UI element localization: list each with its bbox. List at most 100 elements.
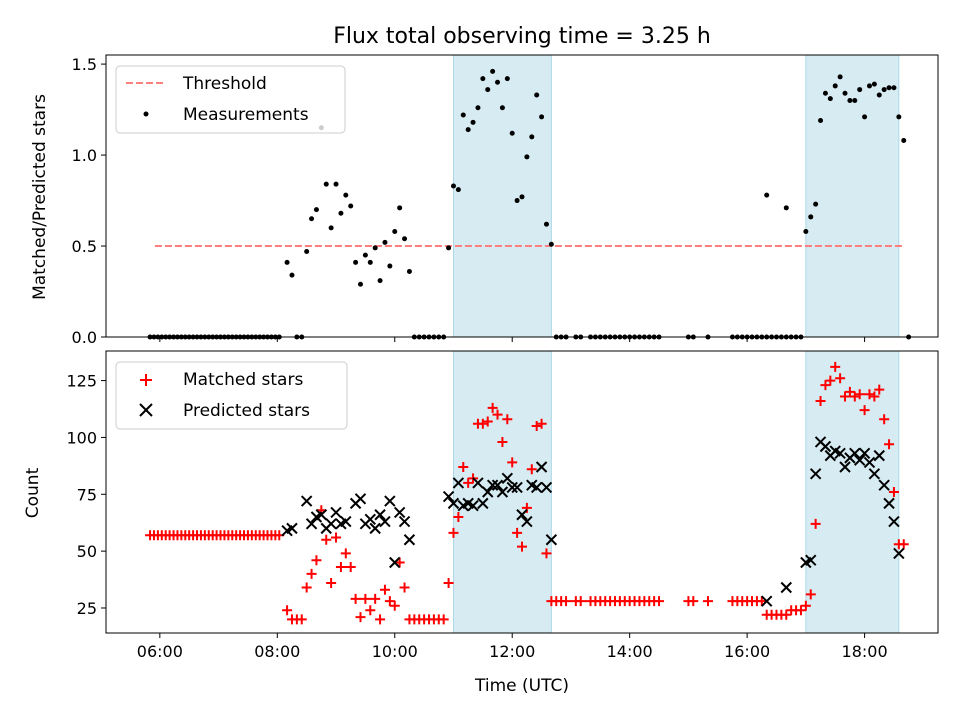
ratio-legend-box	[115, 65, 346, 134]
measurement-point	[543, 221, 549, 227]
predicted-star-point	[330, 506, 342, 519]
predicted-star-point	[873, 449, 885, 462]
measurement-point	[857, 87, 863, 93]
measurement-point	[377, 278, 383, 284]
predicted-star-point	[849, 447, 861, 460]
matched-star-point	[311, 555, 322, 566]
measurement-point	[446, 245, 452, 251]
measurement-point	[509, 130, 515, 136]
matched-legend-swatch	[140, 374, 152, 386]
measurement-point	[284, 259, 290, 265]
measurement-point	[460, 112, 466, 118]
count-observing-window-2	[805, 350, 900, 634]
x-tick-label: 14:00	[607, 642, 653, 661]
x-tick-label: 10:00	[372, 642, 418, 661]
matched-star-point	[502, 414, 513, 425]
matched-star-point	[844, 386, 855, 397]
predicted-star-point	[809, 468, 822, 480]
measurement-point	[539, 114, 545, 120]
count-y-tick-label: 125	[66, 372, 97, 391]
predicted-star-point	[325, 518, 337, 530]
measurement-point	[764, 192, 770, 198]
matched-star-point	[453, 512, 464, 523]
measurement-point	[896, 114, 902, 120]
ratio-y-tick-label: 1.0	[72, 146, 97, 165]
measurement-point	[406, 269, 412, 275]
matched-star-point	[384, 596, 395, 607]
measurement-point	[382, 239, 388, 245]
predicted-legend-swatch	[139, 403, 153, 417]
measurement-point	[514, 198, 520, 204]
predicted-star-point	[868, 468, 881, 480]
matched-star-point	[301, 582, 312, 593]
predicted-star-point	[863, 456, 876, 469]
matched-legend-label: Matched stars	[183, 370, 303, 390]
predicted-star-point	[883, 497, 895, 510]
predicted-star-point	[858, 447, 871, 460]
ratio-y-tick-label: 1.5	[72, 55, 97, 74]
measurement-point	[818, 117, 824, 123]
chart-title: Flux total observing time = 3.25 h	[333, 24, 711, 49]
matched-star-point	[830, 361, 841, 372]
measurement-point	[529, 134, 535, 140]
measurement-point	[289, 272, 295, 278]
predicted-star-point	[379, 515, 391, 528]
matched-star-point	[884, 439, 895, 450]
matched-star-point	[654, 596, 665, 607]
matched-star-point	[781, 609, 792, 620]
predicted-star-point	[516, 509, 528, 521]
matched-star-point	[448, 527, 459, 538]
count-plot-frame	[105, 350, 939, 634]
measurement-point	[475, 105, 481, 111]
matched-star-point	[355, 612, 366, 623]
measurement-point	[387, 263, 393, 269]
predicted-star-point	[472, 477, 484, 489]
predicted-star-point	[530, 481, 543, 494]
count-legend: Matched stars Predicted stars	[115, 361, 348, 430]
predicted-star-point	[834, 447, 846, 460]
matched-star-point	[482, 416, 493, 427]
predicted-star-point	[878, 479, 890, 491]
measurement-point	[866, 83, 872, 89]
threshold-legend-label: Threshold	[182, 74, 267, 94]
matched-star-point	[321, 534, 332, 545]
matched-star-point	[526, 464, 537, 475]
measurement-point	[367, 259, 373, 265]
measurement-point	[490, 68, 496, 74]
matched-star-point	[365, 605, 376, 616]
matched-star-point	[345, 562, 356, 573]
measurement-point	[548, 241, 554, 247]
ratio-observing-window-1	[452, 54, 552, 338]
ratio-y-tick-label: 0.0	[72, 328, 97, 347]
matched-star-point	[282, 605, 293, 616]
matched-star-point	[350, 593, 361, 604]
x-tick-label: 16:00	[724, 642, 770, 661]
matched-star-point	[389, 600, 400, 611]
matched-star-point	[879, 414, 890, 425]
matched-star-point	[443, 577, 454, 588]
predicted-legend-label: Predicted stars	[183, 401, 310, 421]
predicted-star-point	[286, 522, 298, 535]
matched-star-point	[370, 593, 381, 604]
measurement-point	[891, 85, 897, 91]
measurement-point	[465, 127, 471, 133]
matched-star-point	[477, 418, 488, 429]
measurement-point	[499, 105, 505, 111]
measurement-point	[353, 259, 359, 265]
predicted-star-point	[893, 547, 905, 560]
measurement-point	[495, 79, 501, 85]
matched-star-point	[805, 589, 816, 600]
predicted-star-point	[540, 481, 553, 494]
predicted-star-point	[521, 515, 533, 528]
matched-star-point	[335, 562, 346, 573]
predicted-star-point	[496, 486, 509, 498]
matched-star-point	[512, 527, 523, 538]
count-legend-box	[115, 361, 348, 430]
predicted-star-point	[369, 522, 381, 535]
matched-star-point	[854, 389, 865, 400]
predicted-star-point	[853, 454, 866, 466]
measurement-point	[392, 228, 398, 234]
measurement-point	[397, 205, 403, 211]
matched-star-point	[888, 487, 899, 497]
